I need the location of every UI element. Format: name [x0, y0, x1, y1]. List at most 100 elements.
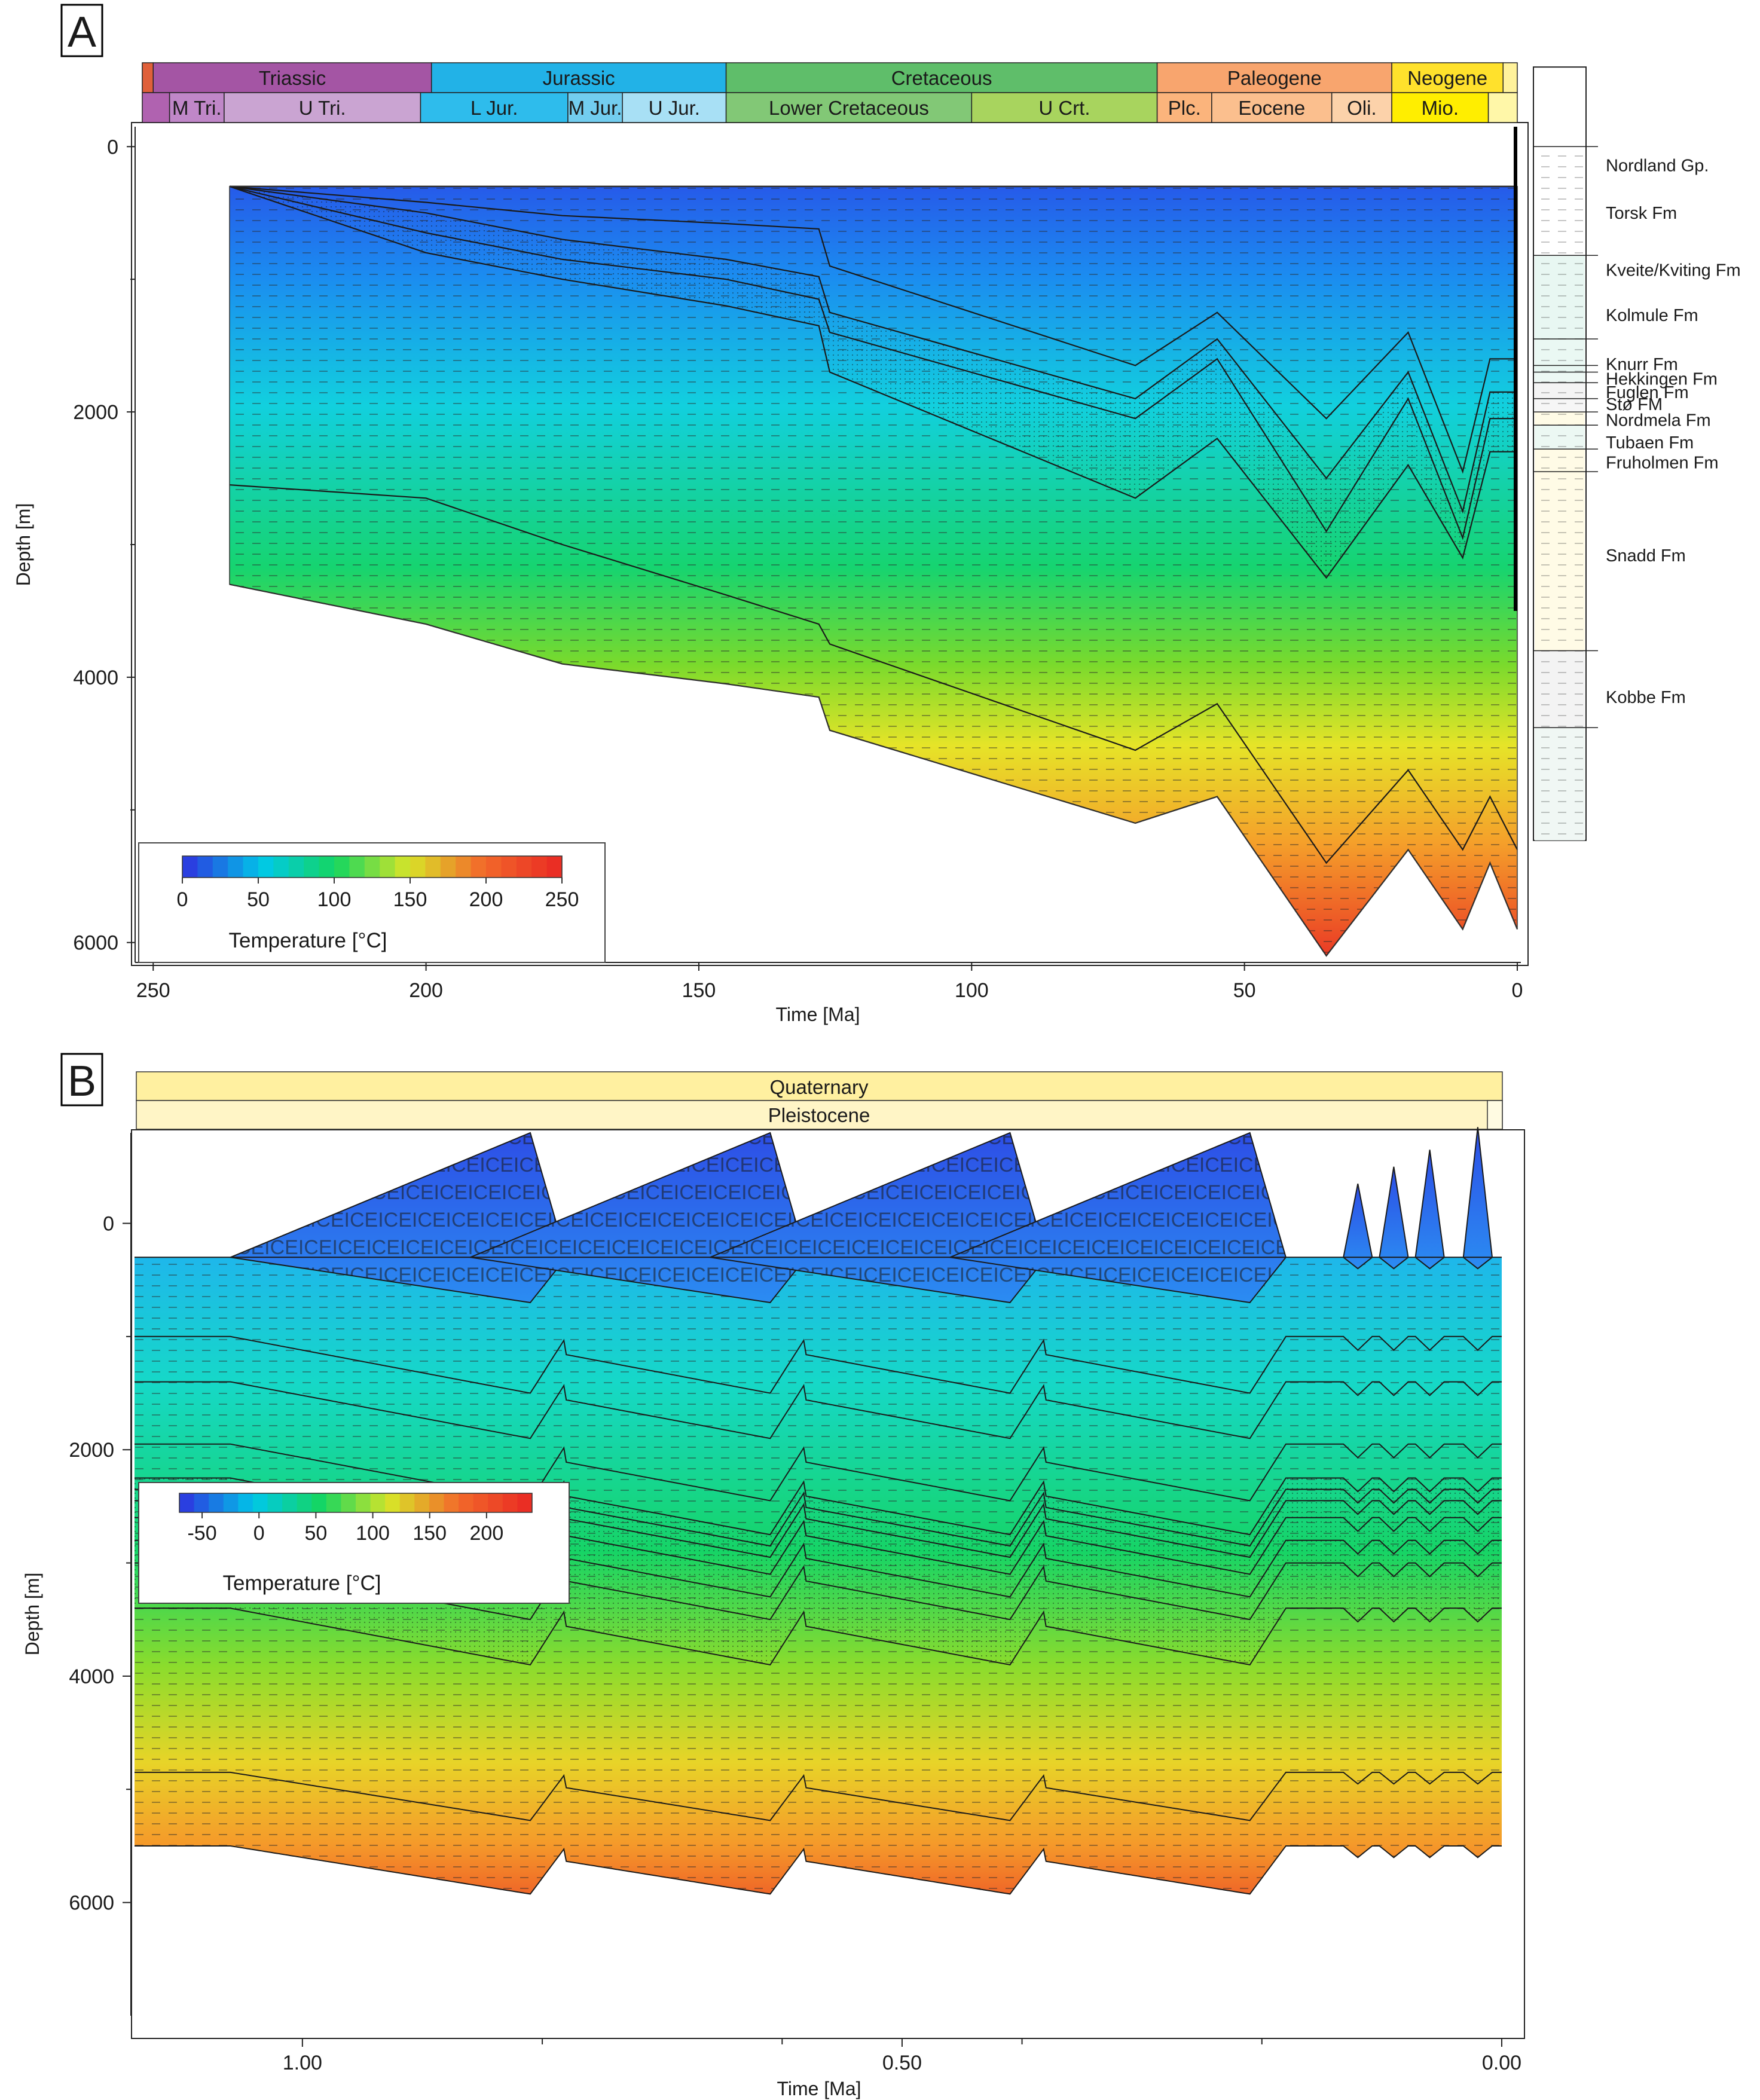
- colorbar-title: Temperature [°C]: [223, 1572, 381, 1595]
- ice-label: ICEICEICEICEICEICEICEICEICEICE: [950, 1236, 1289, 1259]
- period-box: [142, 62, 154, 93]
- colorbar-segment: [304, 856, 320, 878]
- lithology-hatch: [1535, 372, 1585, 383]
- formation-label: Snadd Fm: [1606, 546, 1686, 565]
- epoch-box: [1487, 92, 1518, 123]
- period-box: [1502, 62, 1518, 93]
- colorbar-segment: [444, 1493, 459, 1512]
- colorbar-segment: [238, 1493, 253, 1512]
- colorbar-segment: [486, 856, 502, 878]
- geologic-periods-bar-a: Triassic Jurassic Cretaceous Paleogene Neoge…: [142, 62, 1518, 93]
- colorbar-title: Temperature [°C]: [229, 929, 387, 952]
- epoch-label: Oli.: [1347, 97, 1377, 119]
- epoch-box: [1391, 92, 1489, 123]
- colorbar-segment: [267, 1493, 283, 1512]
- colorbar-tick-label: 200: [469, 888, 503, 911]
- colorbar-segment: [252, 1493, 268, 1512]
- burial-horizon-line: [229, 185, 1517, 514]
- formation-label: Kveite/Kviting Fm: [1606, 261, 1741, 280]
- colorbar-tick-label: 150: [412, 1522, 447, 1545]
- panel-b-letter: B: [68, 1057, 96, 1105]
- epoch-box: [567, 92, 623, 123]
- colorbar-segment: [380, 856, 396, 878]
- colorbar-segment: [502, 1493, 518, 1512]
- colorbar-segment: [243, 856, 259, 878]
- holocene-box: [1487, 1100, 1503, 1130]
- colorbar-tick-label: 250: [545, 888, 579, 911]
- burial-horizon-line: [229, 484, 1518, 864]
- formation-column-a: Nordland Gp. Torsk Fm Kveite/Kviting Fm Kol…: [1533, 66, 1741, 841]
- epoch-label: M Jur.: [569, 97, 622, 119]
- colorbar-segment: [410, 856, 426, 878]
- panel-b-chart: Quaternary Pleistocene ICEICEICEICEICEICE…: [22, 1071, 1525, 2099]
- epoch-box: [622, 92, 727, 123]
- colorbar-segment: [425, 856, 441, 878]
- colorbar-segment: [209, 1493, 224, 1512]
- colorbar-segment: [228, 856, 244, 878]
- y-tick-label: 2000: [69, 1439, 114, 1462]
- colorbar-segment: [223, 1493, 239, 1512]
- lithology-hatch: [1535, 398, 1585, 412]
- epoch-box: [169, 92, 225, 123]
- lithology-hatch: [1535, 471, 1585, 651]
- epoch-label: Mio.: [1422, 97, 1459, 119]
- colorbar-segment: [501, 856, 517, 878]
- colorbar-segment: [194, 1493, 209, 1512]
- lithology-hatch: [1535, 383, 1585, 399]
- epoch-box: [1331, 92, 1392, 123]
- formation-label: Nordmela Fm: [1606, 411, 1711, 430]
- colorbar-segment: [258, 856, 274, 878]
- colorbar-tick-label: 150: [393, 888, 427, 911]
- colorbar-segment: [440, 856, 456, 878]
- burial-outline: [229, 186, 1518, 957]
- colorbar-frame: [182, 855, 563, 878]
- colorbar-segment: [282, 1493, 298, 1512]
- temperature-legend-a: 0 50 100 150 200 250 Temperature [°C]: [138, 842, 606, 963]
- epoch-label: L Jur.: [470, 97, 518, 119]
- x-tick-label: 50: [1233, 979, 1256, 1002]
- epoch-label: Lower Cretaceous: [769, 97, 929, 119]
- colorbar-segment: [364, 856, 380, 878]
- formation-label: Hekkingen Fm: [1606, 370, 1718, 389]
- colorbar-segment: [399, 1493, 415, 1512]
- y-axis-title: Depth [m]: [13, 503, 34, 586]
- colorbar-segment: [182, 856, 198, 878]
- formation-label: Stø FM: [1606, 395, 1663, 414]
- colorbar-segment: [429, 1493, 444, 1512]
- x-tick-label: 100: [955, 979, 989, 1002]
- lithology-hatch: [1535, 425, 1585, 450]
- y-tick-label: 6000: [69, 1892, 114, 1915]
- colorbar-segment: [517, 1493, 533, 1512]
- colorbar-segment: [516, 856, 532, 878]
- colorbar-tick-label: 50: [304, 1522, 327, 1545]
- colorbar-segment: [456, 856, 472, 878]
- formation-label: Tubaen Fm: [1606, 433, 1694, 453]
- y-tick-label: 2000: [73, 401, 118, 424]
- colorbar-segment: [319, 856, 335, 878]
- colorbar-frame: [179, 1493, 533, 1513]
- geologic-bars-b: Quaternary Pleistocene: [136, 1071, 1503, 1130]
- colorbar-tick-label: 0: [177, 888, 188, 911]
- colorbar-segment: [546, 856, 563, 878]
- burial-horizon-line: [229, 185, 1517, 579]
- x-tick-label: 0.00: [1482, 2052, 1521, 2074]
- panel-b-label: B: [60, 1053, 103, 1106]
- x-tick-label: 0: [1512, 979, 1523, 1002]
- lithology-hatch: [1535, 255, 1585, 340]
- period-label: Paleogene: [1227, 67, 1322, 89]
- epoch-box: [1211, 92, 1333, 123]
- colorbar-segment: [179, 1493, 195, 1512]
- epoch-label: U Crt.: [1038, 97, 1090, 119]
- lithology-hatch: [1535, 412, 1585, 426]
- colorbar-segment: [531, 856, 548, 878]
- burial-horizon-line: [135, 1771, 1502, 1821]
- colorbar-tick-label: 0: [253, 1522, 265, 1545]
- epoch-label: M Tri.: [172, 97, 221, 119]
- colorbar-segment: [349, 856, 365, 878]
- formation-label: Torsk Fm: [1606, 204, 1677, 223]
- period-box: [1391, 62, 1504, 93]
- colorbar-tick-label: 50: [247, 888, 270, 911]
- period-label: Quaternary: [769, 1076, 869, 1098]
- lithology-hatch: [1535, 365, 1585, 372]
